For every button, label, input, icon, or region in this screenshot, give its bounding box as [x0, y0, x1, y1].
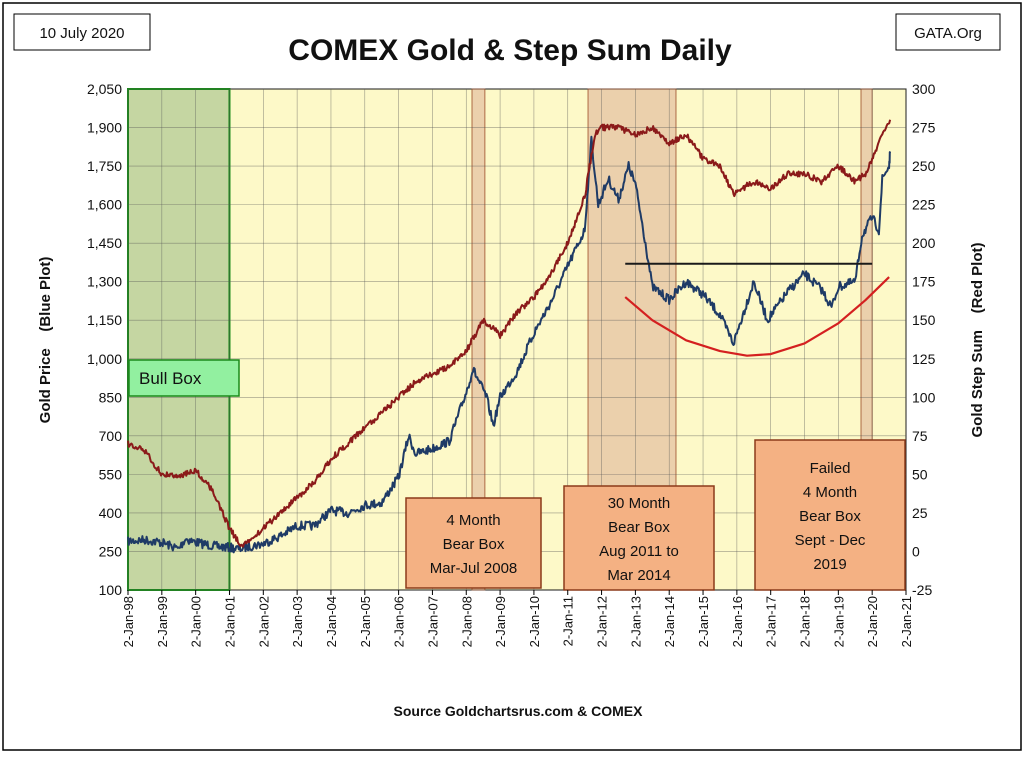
trend-curve — [624, 276, 890, 357]
bull-box-label: Bull Box — [139, 369, 202, 388]
x-tick-label: 2-Jan-03 — [290, 596, 305, 647]
x-tick-label: 2-Jan-99 — [155, 596, 170, 647]
x-tick-label: 2-Jan-06 — [392, 596, 407, 647]
left-tick-label: 700 — [99, 428, 123, 444]
x-tick-label: 2-Jan-17 — [764, 596, 779, 647]
left-tick-label: 850 — [99, 389, 123, 405]
brand-label-box — [895, 13, 1001, 51]
x-tick-label: 2-Jan-01 — [222, 596, 237, 647]
left-tick-label: 1,000 — [87, 351, 122, 367]
grid-lines — [127, 88, 907, 591]
left-tick-label: 1,150 — [87, 312, 122, 328]
right-tick-label: 200 — [912, 235, 936, 251]
bear-box-2019-label-line: 2019 — [813, 556, 846, 573]
right-tick-label: -25 — [912, 582, 932, 598]
right-tick-label: 75 — [912, 428, 928, 444]
left-tick-label: 1,300 — [87, 274, 122, 290]
bear-box-2019-label-line: Sept - Dec — [795, 532, 866, 549]
left-axis-label: Gold Price (Blue Plot) — [37, 257, 54, 424]
x-tick-label: 2-Jan-15 — [696, 596, 711, 647]
date-label-box — [13, 13, 151, 51]
x-tick-label: 2-Jan-21 — [899, 596, 914, 647]
bear-box-2019-label-box — [754, 439, 906, 591]
x-tick-label: 2-Jan-12 — [595, 596, 610, 647]
right-tick-label: 0 — [912, 543, 920, 559]
left-tick-label: 550 — [99, 466, 123, 482]
x-axis-ticks: 2-Jan-98 2-Jan-99 2-Jan-00 2-Jan-01 2-Jan-02… — [121, 590, 914, 647]
right-tick-label: 175 — [912, 274, 936, 290]
x-tick-label: 2-Jan-10 — [527, 596, 542, 647]
right-tick-label: 150 — [912, 312, 936, 328]
x-tick-label: 2-Jan-98 — [121, 596, 136, 647]
annotation-labels: Bull Box 4 Month Bear Box Mar-Jul 2008 30 Mo… — [128, 359, 906, 591]
x-tick-label: 2-Jan-14 — [662, 596, 677, 647]
x-tick-label: 2-Jan-19 — [831, 596, 846, 647]
bear-box-2011-label-line: Mar 2014 — [607, 567, 670, 584]
left-tick-label: 2,050 — [87, 81, 122, 97]
right-tick-label: 125 — [912, 351, 936, 367]
x-tick-label: 2-Jan-04 — [324, 596, 339, 647]
left-tick-label: 1,600 — [87, 197, 122, 213]
bear-box-2019-label-line: Failed — [810, 460, 851, 477]
x-tick-label: 2-Jan-02 — [256, 596, 271, 647]
step-sum-line — [127, 119, 892, 548]
bear-box-2011-label-box — [563, 485, 715, 591]
left-tick-label: 100 — [99, 582, 123, 598]
x-tick-label: 2-Jan-13 — [628, 596, 643, 647]
x-tick-label: 2-Jan-00 — [189, 596, 204, 647]
x-tick-label: 2-Jan-16 — [730, 596, 745, 647]
x-tick-label: 2-Jan-07 — [425, 596, 440, 647]
x-tick-label: 2-Jan-20 — [865, 596, 880, 647]
x-tick-label: 2-Jan-05 — [358, 596, 373, 647]
left-tick-label: 400 — [99, 505, 123, 521]
x-tick-label: 2-Jan-09 — [493, 596, 508, 647]
right-tick-label: 25 — [912, 505, 928, 521]
right-tick-label: 300 — [912, 81, 936, 97]
x-axis-label: Source Goldchartsrus.com & COMEX — [394, 703, 644, 719]
gold-price-line — [127, 135, 892, 554]
chart-title: COMEX Gold & Step Sum Daily — [288, 34, 732, 67]
bear-box-2019-label-line: 4 Month — [803, 484, 857, 501]
right-tick-label: 100 — [912, 389, 936, 405]
left-tick-label: 250 — [99, 543, 123, 559]
left-tick-label: 1,900 — [87, 120, 122, 136]
right-tick-label: 250 — [912, 158, 936, 174]
bear-box-2011-label-line: Aug 2011 to — [599, 543, 679, 560]
left-tick-label: 1,750 — [87, 158, 122, 174]
left-tick-label: 1,450 — [87, 235, 122, 251]
bear-box-2008-label-line: 4 Month — [446, 512, 500, 529]
x-tick-label: 2-Jan-08 — [459, 596, 474, 647]
brand-label: GATA.Org — [914, 25, 982, 42]
x-tick-label: 2-Jan-11 — [561, 596, 576, 646]
bear-box-2008-label-line: Bear Box — [443, 536, 505, 553]
bull-box-shade — [127, 88, 231, 591]
bull-box-label-box — [128, 359, 240, 397]
x-tick-label: 2-Jan-18 — [798, 596, 813, 647]
bear-box-2011-label-line: Bear Box — [608, 519, 670, 536]
left-axis-ticks: 2,050 1,900 1,750 1,600 1,450 1,300 1,150 1,000… — [87, 81, 122, 598]
bear-box-2019-label-line: Bear Box — [799, 508, 861, 525]
bear-box-2008-label-line: Mar-Jul 2008 — [430, 560, 518, 577]
date-label: 10 July 2020 — [39, 25, 124, 42]
right-tick-label: 50 — [912, 466, 928, 482]
right-axis-label: Gold Step Sum (Red Plot) — [969, 242, 986, 437]
right-tick-label: 275 — [912, 120, 936, 136]
overlay-layer — [624, 262, 890, 357]
series-layer — [127, 119, 892, 554]
right-tick-label: 225 — [912, 197, 936, 213]
bear-box-2011-label-line: 30 Month — [608, 495, 671, 512]
bear-box-2008-label-box — [405, 497, 542, 589]
